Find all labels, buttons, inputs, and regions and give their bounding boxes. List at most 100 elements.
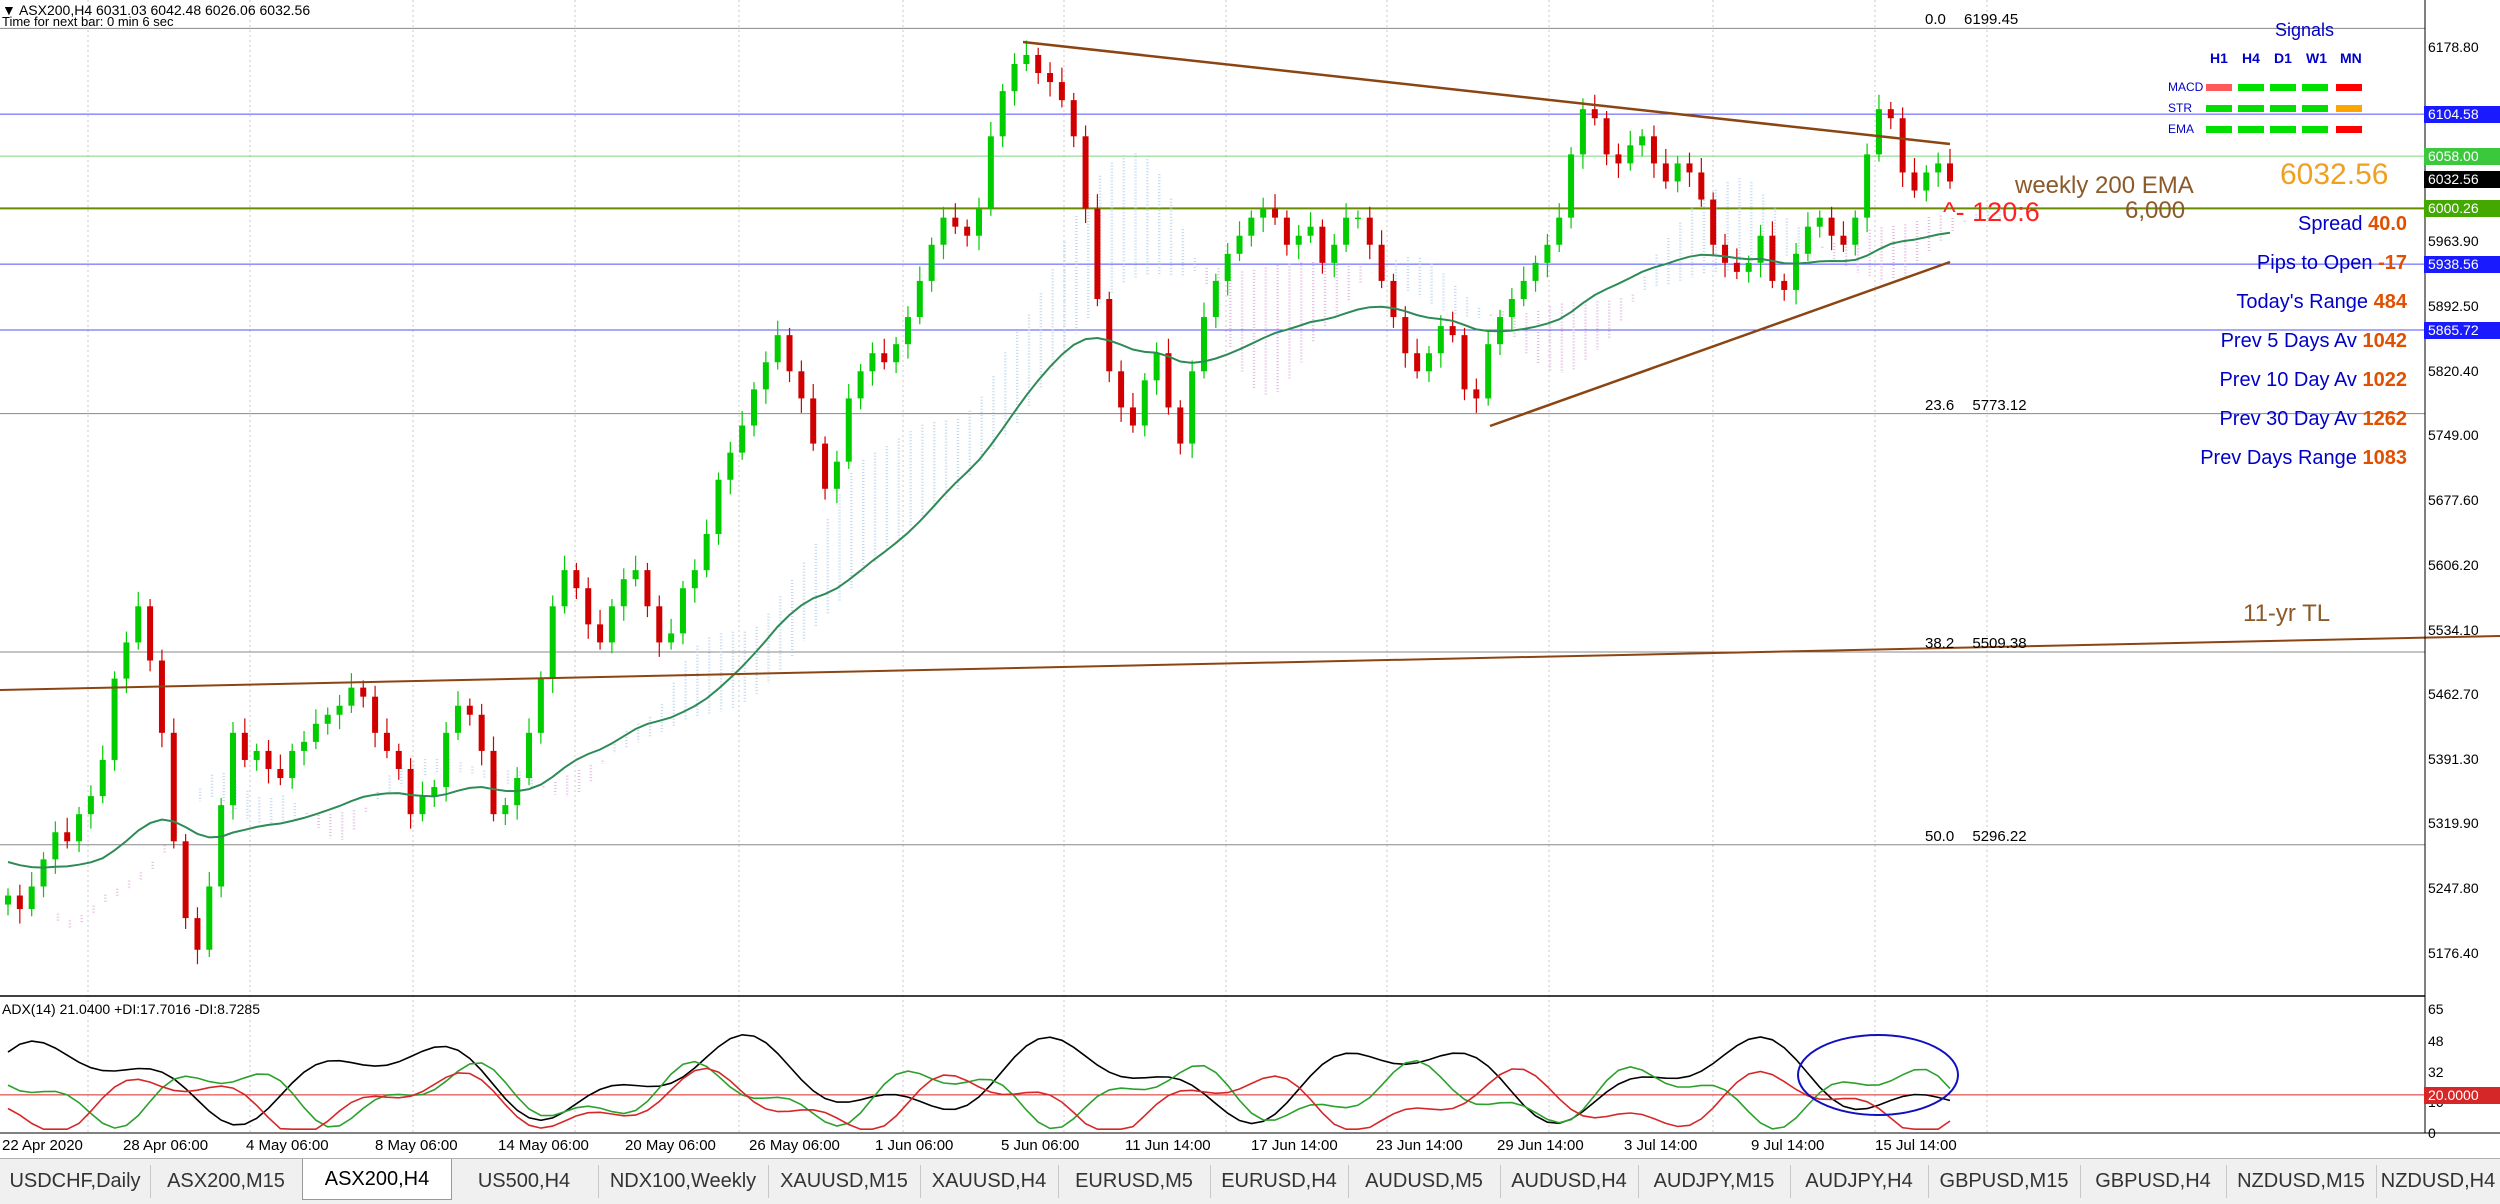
candle <box>1947 148 1953 189</box>
candle <box>987 121 994 216</box>
price-axis-label: 5176.40 <box>2428 945 2479 961</box>
candle <box>1579 98 1586 169</box>
chart-tab[interactable]: GBPUSD,M15 <box>1928 1165 2081 1198</box>
candle <box>419 781 426 822</box>
candle <box>301 731 308 766</box>
signal-indicator <box>2336 126 2362 133</box>
candle <box>597 609 604 650</box>
candle <box>1461 327 1468 401</box>
candle <box>40 852 47 898</box>
candle <box>1710 192 1717 256</box>
adx-axis-label: 0 <box>2428 1125 2436 1141</box>
info-row: Spread 40.0 <box>2298 213 2407 236</box>
chart-tab[interactable]: NZDUSD,M15 <box>2226 1165 2377 1198</box>
signal-timeframe: H1 <box>2210 50 2228 66</box>
candle <box>1402 306 1409 368</box>
candle <box>158 649 165 748</box>
candle <box>1556 203 1563 252</box>
candle <box>857 364 864 410</box>
chart-tab[interactable]: ASX200,H4 <box>302 1159 452 1200</box>
candle <box>845 383 852 469</box>
signal-indicator <box>2206 105 2232 112</box>
info-label: Prev 5 Days Av <box>2220 330 2357 352</box>
candle <box>194 907 201 965</box>
chart-tab[interactable]: EURUSD,H4 <box>1210 1165 1349 1198</box>
candle <box>1840 221 1847 252</box>
candle <box>229 721 236 820</box>
candle <box>833 450 840 504</box>
candle <box>1520 266 1527 307</box>
candle <box>1698 157 1705 207</box>
signal-indicator <box>2302 84 2328 91</box>
info-row: Today's Range 484 <box>2236 291 2407 314</box>
fib-ratio: 23.6 <box>1925 396 1955 414</box>
signal-timeframe: MN <box>2340 50 2362 66</box>
candle <box>1757 224 1764 278</box>
candle <box>1875 94 1882 162</box>
weekly-ema-annotation: weekly 200 EMA <box>2015 172 2194 199</box>
chart-tab[interactable]: NZDUSD,H4 <box>2376 1165 2500 1198</box>
candle <box>1011 53 1018 106</box>
chart-tab[interactable]: XAUUSD,H4 <box>920 1165 1059 1198</box>
candle <box>1200 302 1207 379</box>
current-price-annotation: 6032.56 <box>2280 158 2389 191</box>
candle <box>561 555 568 614</box>
fib-label: 23.6 5773.12 <box>1925 397 2027 414</box>
chart-tab[interactable]: XAUUSD,M15 <box>768 1165 921 1198</box>
info-value: 484 <box>2368 291 2407 313</box>
chart-tab[interactable]: USDCHF,Daily <box>0 1165 151 1198</box>
candle <box>1047 62 1054 97</box>
bar-timer: Time for next bar: 0 min 6 sec <box>2 14 174 29</box>
candle <box>916 266 923 325</box>
candle <box>1899 107 1906 187</box>
chart-tab[interactable]: ASX200,M15 <box>150 1165 303 1198</box>
candle <box>253 743 260 771</box>
candle <box>1662 148 1669 189</box>
candle <box>1437 315 1444 368</box>
ema-path <box>7 231 1951 869</box>
chart-tab[interactable]: NDX100,Weekly <box>598 1165 769 1198</box>
chart-tab[interactable]: AUDUSD,M5 <box>1348 1165 1501 1198</box>
candle <box>1686 152 1693 187</box>
candle <box>1331 233 1338 278</box>
signal-indicator <box>2206 126 2232 133</box>
candle <box>904 306 911 359</box>
chart-tab[interactable]: AUDJPY,H4 <box>1790 1165 1929 1198</box>
signal-indicator <box>2238 84 2264 91</box>
time-axis-label: 3 Jul 14:00 <box>1624 1137 1698 1154</box>
candle <box>1118 360 1125 422</box>
signal-indicator <box>2336 84 2362 91</box>
candle <box>1354 210 1361 229</box>
time-axis-label: 1 Jun 06:00 <box>875 1137 954 1154</box>
fib-label: 38.2 5509.38 <box>1925 635 2027 652</box>
chart-tab[interactable]: AUDUSD,H4 <box>1500 1165 1639 1198</box>
candle <box>739 411 746 460</box>
signal-indicator <box>2206 84 2232 91</box>
chart-tab[interactable]: AUDJPY,M15 <box>1638 1165 1791 1198</box>
chart-tab[interactable]: US500,H4 <box>450 1165 599 1198</box>
signal-indicator <box>2336 105 2362 112</box>
price-axis-label: 5820.40 <box>2428 362 2479 379</box>
time-axis-label: 23 Jun 14:00 <box>1376 1137 1463 1154</box>
candle <box>277 754 284 786</box>
info-label: Prev 30 Day Av <box>2219 408 2357 430</box>
candle <box>1781 273 1788 301</box>
candle <box>952 203 959 234</box>
candle <box>99 745 106 804</box>
price-axis-label: 5749.00 <box>2428 427 2479 444</box>
price-chart[interactable] <box>0 0 2500 1158</box>
candle <box>123 631 130 694</box>
info-value: 1022 <box>2356 369 2407 391</box>
price-tag: 6104.58 <box>2424 106 2500 124</box>
price-axis-label: 5534.10 <box>2428 621 2479 638</box>
candle <box>182 834 189 929</box>
chart-tab[interactable]: EURUSD,M5 <box>1058 1165 1211 1198</box>
info-label: Prev 10 Day Av <box>2219 369 2357 391</box>
candle <box>1390 273 1397 328</box>
candle <box>703 519 710 578</box>
candle <box>810 383 817 451</box>
candle <box>620 568 627 621</box>
chart-tabs: USDCHF,Daily ASX200,M15 ASX200,H4 US500,H4 N… <box>0 1158 2500 1204</box>
chart-tab[interactable]: GBPUSD,H4 <box>2080 1165 2227 1198</box>
candle <box>383 718 390 759</box>
